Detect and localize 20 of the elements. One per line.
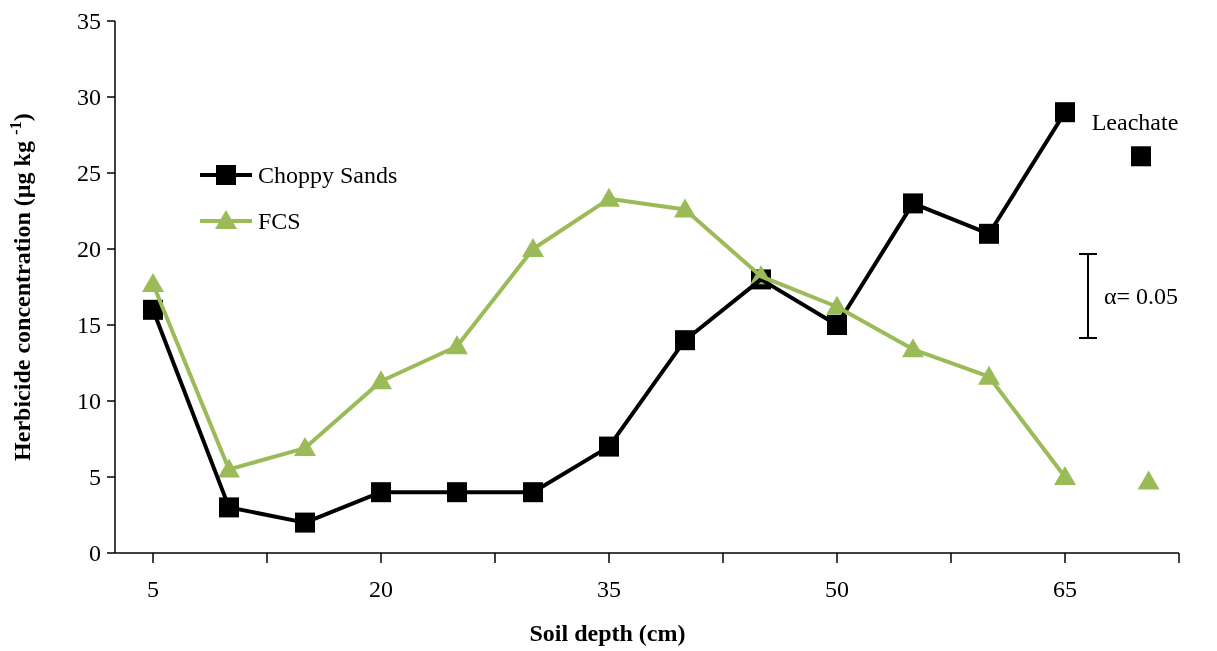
x-tick-label: 65	[1053, 576, 1077, 602]
y-tick-label: 5	[89, 464, 101, 490]
x-tick-label: 20	[369, 576, 393, 602]
y-tick-label: 10	[77, 388, 101, 414]
y-tick-label: 25	[77, 160, 101, 186]
y-tick-label: 30	[77, 84, 101, 110]
point	[1131, 146, 1151, 167]
x-tick-label: 5	[147, 576, 159, 602]
y-tick-label: 35	[77, 8, 101, 34]
legend-label: FCS	[258, 208, 301, 234]
annotation: α= 0.05	[1104, 283, 1179, 309]
x-tick-label: 50	[825, 576, 849, 602]
annotation: Leachate	[1091, 109, 1179, 135]
x-axis-title: Soil depth (cm)	[529, 620, 686, 646]
point	[1137, 470, 1160, 490]
legend-label: Choppy Sands	[258, 162, 398, 188]
y-tick-label: 0	[89, 540, 101, 566]
y-tick-label: 20	[77, 236, 101, 262]
x-tick-label: 35	[597, 576, 621, 602]
y-tick-label: 15	[77, 312, 101, 338]
